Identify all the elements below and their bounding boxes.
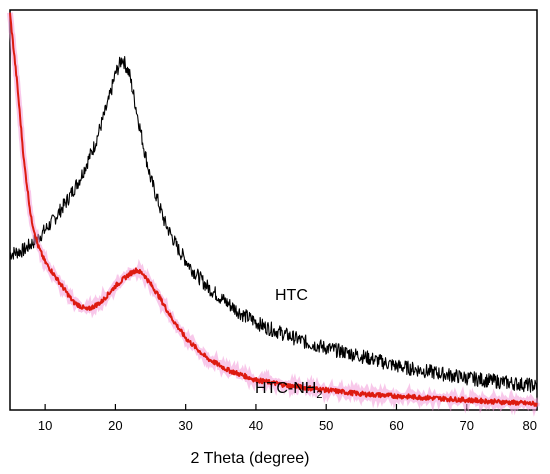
plot-frame bbox=[9, 9, 538, 411]
x-tick-label-60: 60 bbox=[389, 418, 403, 433]
series-layer bbox=[7, 12, 540, 417]
x-tick-label-40: 40 bbox=[249, 418, 263, 433]
x-tick-label-70: 70 bbox=[459, 418, 473, 433]
label-htc-nh2-main: HTC-NH bbox=[255, 380, 316, 397]
x-tick-label-80: 80 bbox=[523, 418, 537, 433]
series-htc-nh2-halo bbox=[7, 12, 540, 417]
x-tick-label-50: 50 bbox=[319, 418, 333, 433]
x-tick-label-10: 10 bbox=[38, 418, 52, 433]
x-tick-label-20: 20 bbox=[108, 418, 122, 433]
label-htc-nh2-sub: 2 bbox=[316, 389, 322, 401]
label-htc: HTC bbox=[275, 287, 308, 304]
x-axis-ticks: 10 20 30 40 50 60 70 80 bbox=[38, 404, 538, 433]
x-tick-label-30: 30 bbox=[178, 418, 192, 433]
label-htc-nh2: HTC-NH2 bbox=[255, 380, 322, 401]
series-htc-line bbox=[9, 55, 538, 393]
x-axis-title: 2 Theta (degree) bbox=[191, 450, 310, 467]
series-htc-nh2-line bbox=[9, 12, 538, 407]
